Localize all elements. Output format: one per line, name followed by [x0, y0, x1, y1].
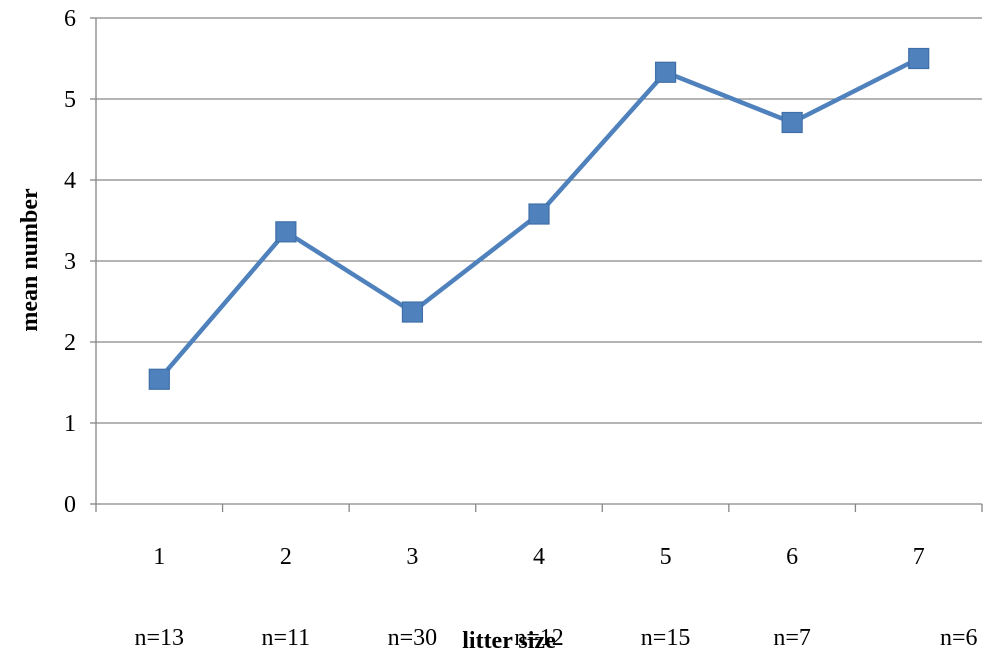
data-point	[148, 368, 170, 390]
y-axis-title: mean number	[17, 188, 43, 332]
data-point	[528, 203, 550, 225]
x-tick-label: 4	[533, 544, 545, 570]
data-point	[654, 61, 677, 83]
y-tick-label: 6	[64, 6, 76, 32]
tick-labels: 0 1 2 3 4 5 6 1 2 3 4 5 6 7	[64, 6, 925, 570]
y-tick-label: 1	[64, 411, 76, 437]
sample-size-label: n=11	[262, 625, 311, 651]
y-tick-label: 0	[64, 492, 76, 518]
gridlines	[96, 17, 982, 424]
sample-size-label: n=13	[135, 625, 185, 651]
x-tick-label: 1	[153, 544, 165, 570]
y-tick-label: 3	[64, 249, 76, 275]
x-tick-label: 2	[280, 544, 292, 570]
x-tick-label: 7	[913, 544, 925, 570]
data-point	[401, 301, 424, 323]
y-tick-label: 2	[64, 330, 76, 356]
sample-size-label: n=7	[773, 625, 811, 651]
sample-size-label: n=6	[940, 625, 978, 651]
sample-size-label: n=12	[514, 625, 564, 651]
sample-size-label: n=15	[641, 625, 691, 651]
sample-size-labels: n=13 n=11 n=30 n=12 n=15 n=7 n=6	[135, 625, 978, 651]
sample-size-label: n=30	[388, 625, 438, 651]
series-group	[148, 47, 930, 390]
axes	[90, 17, 983, 512]
x-tick-label: 6	[786, 544, 798, 570]
y-tick-label: 5	[64, 87, 76, 113]
data-point	[275, 221, 297, 243]
x-tick-label: 3	[406, 544, 418, 570]
data-point	[781, 111, 803, 134]
data-point	[908, 47, 930, 70]
x-tick-label: 5	[660, 544, 672, 570]
y-tick-label: 4	[64, 168, 76, 194]
x-axis-title: litter size	[462, 628, 556, 654]
